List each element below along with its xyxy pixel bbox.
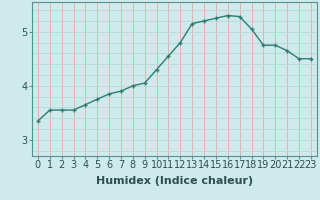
X-axis label: Humidex (Indice chaleur): Humidex (Indice chaleur) — [96, 176, 253, 186]
